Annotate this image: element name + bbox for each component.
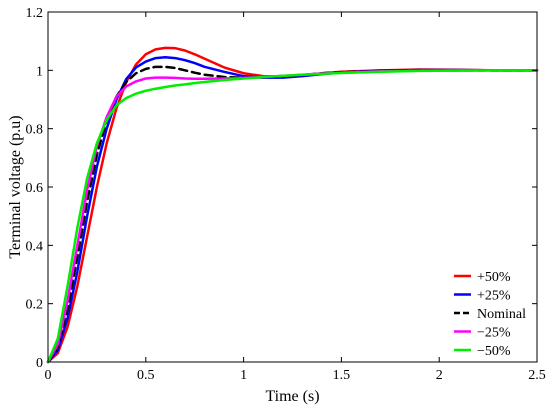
y-axis-label: Terminal voltage (p.u) [7,115,24,258]
y-tick-label: 0.8 [26,123,44,138]
y-tick-label: 0.2 [26,298,44,313]
plot-frame [47,11,538,363]
y-tick-label: 0 [36,356,43,371]
legend-label-3: −25% [477,326,511,341]
series-layer [46,46,539,364]
x-tick-label: 2.5 [528,368,546,383]
legend: +50% +25% Nominal −25% −50% [454,270,526,359]
y-tick-label: 0.6 [26,181,44,196]
y-tick-label: 1 [36,64,43,79]
legend-label-4: −50% [477,344,511,359]
series-line-3 [46,69,539,364]
x-tick-label: 2 [436,368,443,383]
x-tick-label: 0 [45,368,52,383]
x-tick-label: 1.5 [333,368,351,383]
legend-label-1: +25% [477,289,511,304]
x-tick-label: 0.5 [137,368,155,383]
x-tick-label: 1 [240,368,247,383]
legend-label-0: +50% [477,270,511,285]
x-axis-label: Time (s) [265,388,319,405]
y-tick-label: 0.4 [26,239,44,254]
series-line-4 [46,69,539,364]
series-line-2 [46,65,539,364]
ticks-layer: 0 0.5 1 1.5 2 2.5 0 0.2 0.4 0.6 0.8 1 1.2 [26,6,546,383]
legend-label-2: Nominal [477,307,526,322]
y-tick-label: 1.2 [26,6,44,21]
series-line-0 [46,46,539,364]
